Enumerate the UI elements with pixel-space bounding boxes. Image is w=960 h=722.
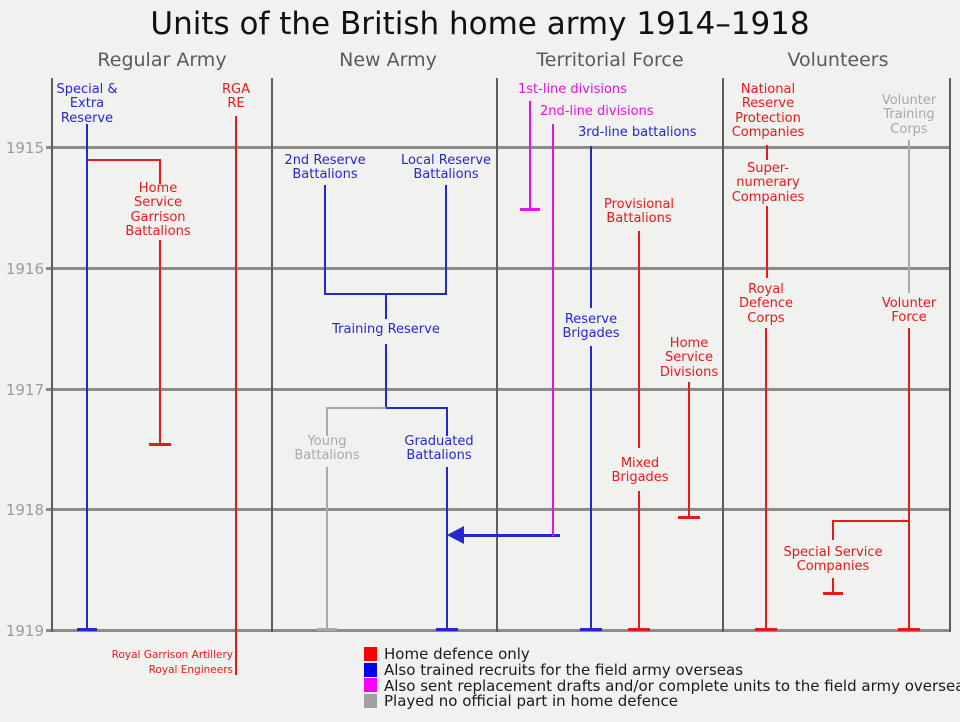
year-label-1918: 1918 xyxy=(5,501,44,519)
label-volunteer-force: Volunter Force xyxy=(881,296,937,326)
label-special-extra-reserve: Special & Extra Reserve xyxy=(56,82,118,126)
year-label-1916: 1916 xyxy=(5,260,44,278)
special-service-companies-line-upper xyxy=(832,520,834,540)
label-second-line-divisions: 2nd-line divisions xyxy=(540,104,654,119)
provisional-battalions-line-upper xyxy=(638,231,640,448)
special-service-companies-branch xyxy=(832,520,910,522)
second-reserve-battalions-line xyxy=(324,185,326,294)
legend-swatch-gray xyxy=(364,694,377,709)
label-special-service-companies: Special Service Companies xyxy=(783,545,883,575)
volunteer-force-line xyxy=(908,328,910,630)
year-label-1917: 1917 xyxy=(5,381,44,399)
home-service-divisions-line xyxy=(688,382,690,517)
special-extra-reserve-end-cap xyxy=(77,628,97,631)
legend-row-gray: Played no official part in home defence xyxy=(364,692,960,711)
young-battalions-branch xyxy=(326,407,386,409)
label-mixed-brigades: Mixed Brigades xyxy=(611,456,669,486)
legend-label-red: Home defence only xyxy=(384,644,530,663)
gridline-1919 xyxy=(46,629,951,632)
page-title: Units of the British home army 1914–1918 xyxy=(150,6,810,42)
label-royal-defence-corps: Royal Defence Corps xyxy=(739,282,793,326)
special-extra-reserve-line xyxy=(86,124,88,630)
legend-row-red: Home defence only xyxy=(364,644,960,663)
graduated-battalions-end-cap xyxy=(436,628,458,631)
label-rga-re: RGA RE xyxy=(222,82,250,112)
divider-new-territorial xyxy=(496,78,498,632)
home-service-divisions-end-cap xyxy=(678,516,700,519)
legend-row-magenta: Also sent replacement drafts and/or comp… xyxy=(364,676,960,695)
label-home-service-garrison-battalions: Home Service Garrison Battalions xyxy=(125,181,191,239)
legend-row-blue: Also trained recruits for the field army… xyxy=(364,660,960,679)
volunteer-training-corps-line xyxy=(908,140,910,293)
label-national-reserve-protection-companies: National Reserve Protection Companies xyxy=(731,82,805,140)
year-label-1919: 1919 xyxy=(5,622,44,640)
supernumerary-companies-line xyxy=(766,206,768,278)
special-service-companies-line-lower xyxy=(832,578,834,593)
column-header-territorial-force: Territorial Force xyxy=(536,49,684,71)
first-line-divisions-line xyxy=(529,101,531,209)
young-battalions-line-lower xyxy=(326,467,328,630)
column-header-volunteers: Volunteers xyxy=(787,49,889,71)
home-service-garrison-line-lower xyxy=(159,240,161,444)
label-home-service-divisions: Home Service Divisions xyxy=(659,336,719,380)
frame-right xyxy=(949,78,951,632)
legend-swatch-magenta xyxy=(364,678,377,693)
gridline-1916 xyxy=(46,267,951,270)
legend-label-blue: Also trained recruits for the field army… xyxy=(384,660,744,679)
royal-defence-corps-line xyxy=(765,328,767,630)
rga-re-line xyxy=(235,116,237,675)
training-reserve-line-lower xyxy=(385,344,387,408)
label-young-battalions: Young Battalions xyxy=(294,434,360,464)
home-service-garrison-end-cap xyxy=(149,443,171,446)
column-header-regular-army: Regular Army xyxy=(97,49,227,71)
mixed-brigades-line-lower xyxy=(638,491,640,630)
graduated-battalions-branch xyxy=(386,407,447,409)
reserve-brigades-end-cap xyxy=(580,628,602,631)
training-reserve-line-upper xyxy=(385,293,387,319)
mixed-brigades-end-cap xyxy=(628,628,650,631)
graduated-battalions-line-lower xyxy=(446,467,448,630)
frame-left xyxy=(51,78,53,632)
legend-swatch-blue xyxy=(364,662,377,677)
legend-label-magenta: Also sent replacement drafts and/or comp… xyxy=(384,676,960,695)
legend: Home defence only Also trained recruits … xyxy=(364,644,960,711)
graduated-battalions-line-upper xyxy=(446,407,448,436)
label-supernumerary-companies: Super- numerary Companies xyxy=(731,161,805,205)
legend-swatch-red xyxy=(364,646,377,661)
footnote-rga-re: Royal Garrison Artillery Royal Engineers xyxy=(111,649,233,676)
gridline-1917 xyxy=(46,388,951,391)
label-volunteer-training-corps: Volunter Training Corps xyxy=(881,93,937,137)
young-battalions-end-cap xyxy=(317,628,337,631)
column-header-new-army: New Army xyxy=(339,49,437,71)
gridline-1915 xyxy=(46,146,951,149)
royal-defence-corps-end-cap xyxy=(755,628,777,631)
local-reserve-battalions-line xyxy=(445,185,447,294)
national-reserve-link-line xyxy=(766,145,768,160)
label-third-line-battalions: 3rd-line battalions xyxy=(578,125,697,140)
first-line-divisions-end-cap xyxy=(520,208,540,211)
home-service-garrison-line-upper xyxy=(159,159,161,184)
label-provisional-battalions: Provisional Battalions xyxy=(603,197,675,227)
second-line-divisions-line xyxy=(552,124,554,536)
label-first-line-divisions: 1st-line divisions xyxy=(518,82,627,97)
special-service-companies-end-cap xyxy=(823,592,843,595)
label-second-reserve-battalions: 2nd Reserve Battalions xyxy=(284,153,366,183)
legend-label-gray: Played no official part in home defence xyxy=(384,692,678,711)
transfer-arrow-line xyxy=(462,534,560,537)
transfer-arrow-head-icon xyxy=(447,526,464,544)
label-graduated-battalions: Graduated Battalions xyxy=(404,434,474,464)
reserve-brigades-line-lower xyxy=(590,346,592,630)
label-reserve-brigades: Reserve Brigades xyxy=(562,312,620,342)
home-service-garrison-branch xyxy=(87,159,161,161)
divider-regular-new xyxy=(271,78,273,632)
year-label-1915: 1915 xyxy=(5,139,44,157)
label-local-reserve-battalions: Local Reserve Battalions xyxy=(400,153,492,183)
divider-territorial-volunteers xyxy=(722,78,724,632)
third-line-battalions-line-upper xyxy=(590,146,592,308)
volunteer-force-end-cap xyxy=(898,628,920,631)
label-training-reserve: Training Reserve xyxy=(332,322,440,337)
young-battalions-line-upper xyxy=(326,407,328,436)
gridline-1918 xyxy=(46,508,951,511)
